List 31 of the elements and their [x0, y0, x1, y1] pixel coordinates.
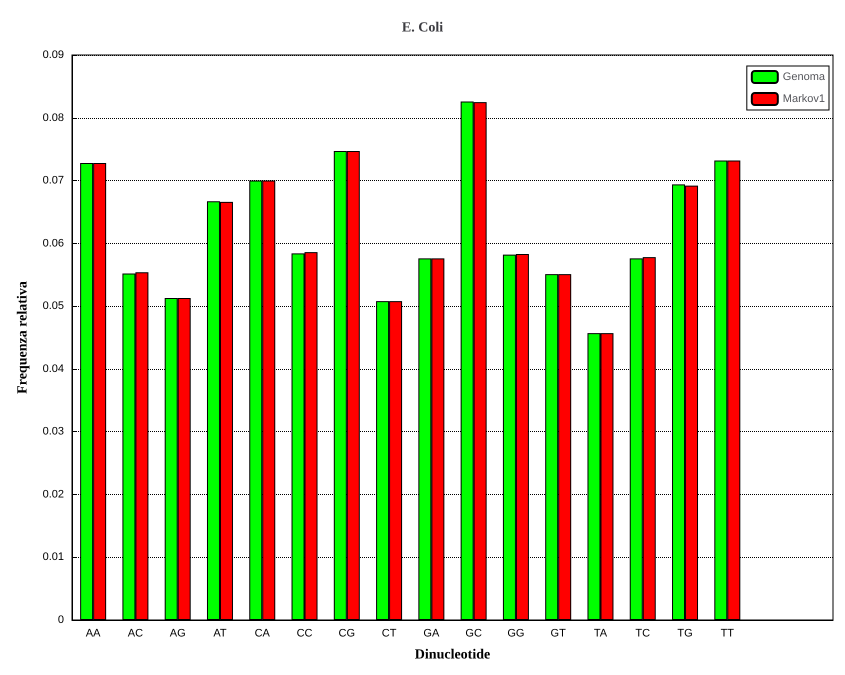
y-tick-label: 0.04 — [42, 362, 64, 375]
x-tick-label: CT — [382, 628, 397, 640]
legend-label: Genoma — [782, 71, 826, 83]
x-tick-label: GG — [507, 628, 524, 640]
chart-title: E. Coli — [402, 20, 444, 36]
x-tick-label: TT — [720, 628, 734, 640]
y-axis-title: Frequenza relativa — [16, 281, 30, 394]
x-tick-label: AC — [128, 628, 144, 640]
y-tick-label: 0.07 — [42, 174, 64, 187]
x-tick-label: GT — [550, 628, 566, 640]
x-tick-label: TG — [677, 628, 693, 640]
x-tick-label: AT — [213, 628, 227, 640]
x-tick-label: GC — [465, 628, 482, 640]
x-tick-label: CC — [296, 628, 313, 640]
y-tick-label: 0.01 — [42, 551, 64, 564]
x-tick-label: TC — [635, 628, 650, 640]
y-tick-label: 0.02 — [42, 488, 64, 500]
x-tick-label: AG — [170, 628, 186, 640]
y-tick-label: 0.05 — [42, 300, 64, 312]
legend-label: Markov1 — [782, 93, 825, 105]
y-tick-label: 0.08 — [42, 112, 64, 124]
x-tick-label: CG — [338, 628, 356, 640]
x-tick-label: CA — [254, 628, 271, 640]
x-tick-label: AA — [86, 628, 102, 640]
y-tick-label: 0 — [58, 614, 64, 626]
x-tick-label: TA — [594, 628, 608, 640]
y-tick-label: 0.03 — [42, 426, 64, 438]
y-tick-label: 0.06 — [42, 237, 64, 250]
x-axis-title: Dinucleotide — [414, 648, 490, 662]
x-tick-label: GA — [423, 628, 440, 640]
y-tick-label: 0.09 — [42, 49, 64, 61]
